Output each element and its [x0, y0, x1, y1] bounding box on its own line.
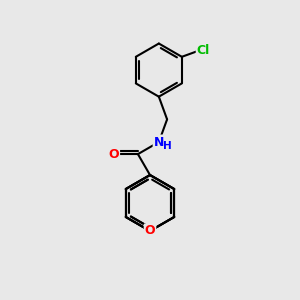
- Text: Cl: Cl: [197, 44, 210, 57]
- Text: O: O: [109, 148, 119, 160]
- Text: H: H: [163, 141, 172, 151]
- Text: N: N: [154, 136, 164, 148]
- Text: O: O: [145, 224, 155, 238]
